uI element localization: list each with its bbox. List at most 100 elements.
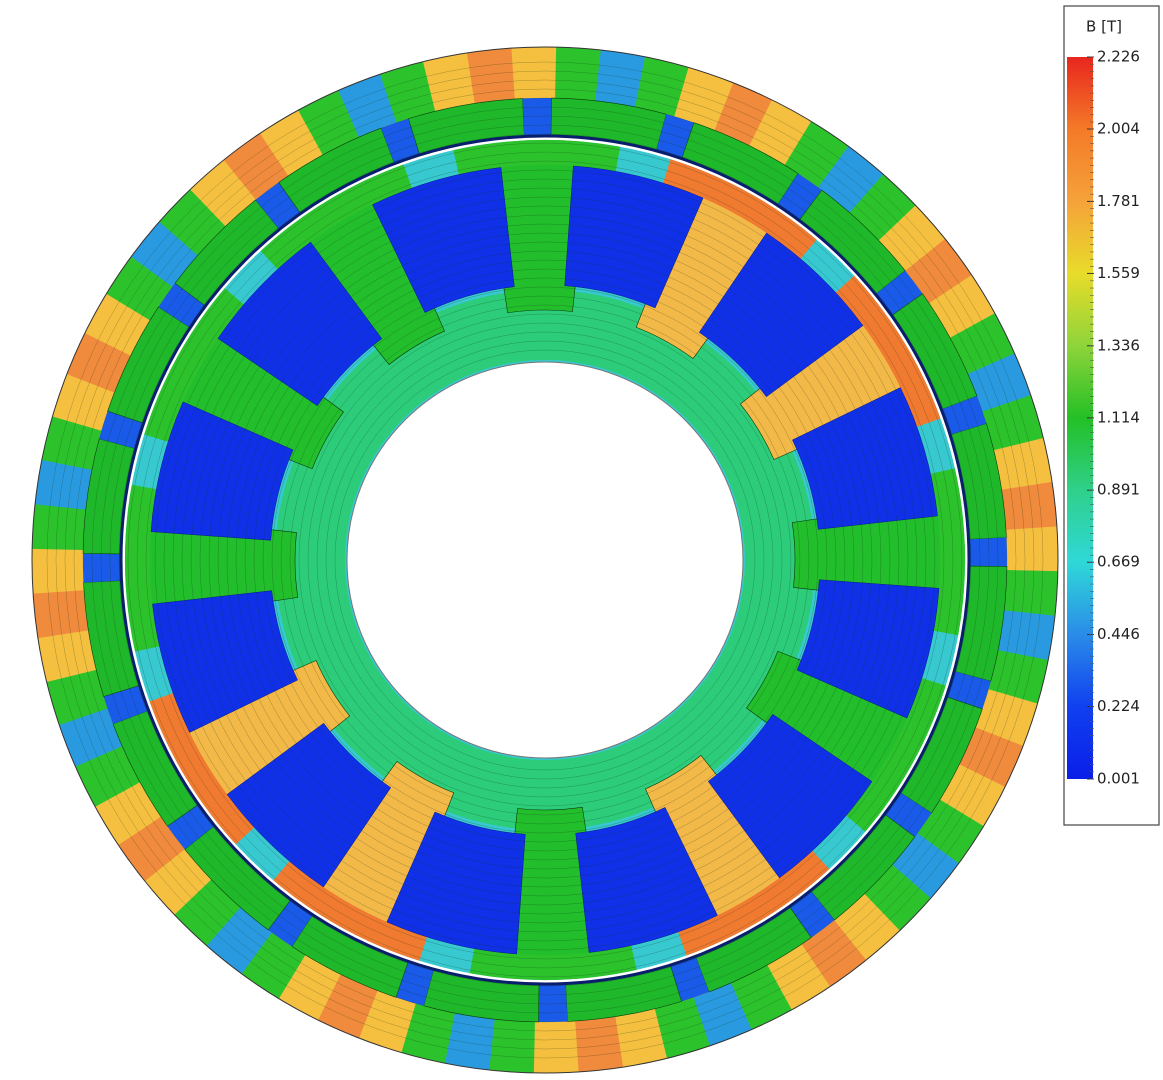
yoke-segment — [143, 847, 212, 915]
magnet-gap — [876, 270, 923, 316]
flux-line — [271, 286, 819, 834]
yoke-segment — [172, 877, 241, 946]
flux-line — [208, 223, 882, 897]
yoke-segment — [905, 238, 973, 306]
slot — [217, 241, 383, 407]
tick-label: 1.114 — [1097, 408, 1140, 426]
yoke-segment — [691, 982, 752, 1047]
yoke-segment — [106, 254, 174, 321]
slot — [386, 811, 526, 955]
flux-line — [316, 331, 774, 789]
slot — [150, 401, 294, 541]
flux-line — [109, 124, 981, 996]
yoke-segment — [58, 706, 123, 767]
flux-line — [262, 277, 828, 843]
yoke-segment — [511, 46, 559, 99]
flux-line — [289, 304, 801, 816]
air-gap — [119, 134, 971, 986]
yoke-segment — [1004, 570, 1058, 619]
yoke-segment — [674, 67, 734, 131]
yoke-segment — [997, 610, 1055, 663]
yoke-segment — [818, 146, 886, 215]
yoke-segment — [423, 52, 477, 112]
magnet-gap — [255, 182, 301, 229]
yoke-segment — [938, 764, 1006, 829]
tooth-tip — [835, 275, 941, 427]
tick-label: 0.891 — [1097, 481, 1140, 499]
flux-line — [154, 169, 936, 951]
flux-line — [91, 106, 999, 1014]
flux-line — [82, 97, 1008, 1023]
magnet-gap — [670, 957, 709, 1002]
yoke-segment — [1001, 481, 1058, 533]
tick-label: 1.559 — [1097, 264, 1140, 282]
flux-line — [217, 232, 873, 888]
magnet-gap — [777, 173, 822, 220]
yoke-segment — [832, 893, 900, 962]
magnet-gap — [158, 283, 205, 328]
tick-label: 1.781 — [1097, 192, 1140, 210]
flux-line — [298, 313, 792, 807]
yoke-segment — [555, 47, 604, 101]
tooth-tip — [144, 288, 244, 442]
flux-line — [100, 115, 990, 1005]
tick-label: 2.004 — [1097, 120, 1140, 138]
flux-line — [334, 349, 756, 771]
magnet-gap — [268, 900, 313, 947]
colorbar-legend: B [T] 2.226 2.004 1.781 1.559 1.336 1.114 0.89… — [1063, 5, 1160, 826]
tooth-tip — [930, 468, 965, 636]
flux-line — [307, 322, 783, 798]
tooth-tip — [663, 159, 817, 259]
slot — [792, 387, 938, 530]
flux-line — [73, 88, 1017, 1032]
flux-line — [199, 214, 891, 906]
magnet-gap — [947, 671, 991, 709]
slot — [796, 579, 940, 719]
magnet-gap — [99, 411, 143, 449]
yoke-segment — [890, 833, 959, 901]
yoke-segment — [380, 61, 438, 123]
magnet-gap — [942, 396, 987, 435]
yoke-segment — [276, 953, 341, 1021]
tick-label: 0.001 — [1097, 770, 1140, 788]
yoke-segment — [159, 187, 228, 256]
flux-line — [181, 196, 909, 924]
yoke-segment — [466, 47, 518, 104]
yoke-segment — [239, 931, 306, 999]
bore — [346, 361, 744, 759]
slot — [152, 590, 298, 733]
yoke-segment — [652, 997, 710, 1059]
magnet-gap — [103, 685, 148, 724]
yoke-segment — [190, 158, 258, 227]
flux-line — [325, 340, 765, 780]
yoke-segment — [987, 650, 1049, 706]
flux-line — [55, 70, 1035, 1050]
yoke-segment — [204, 905, 272, 974]
yoke-segment — [613, 1008, 667, 1068]
magnet-gap — [83, 553, 121, 583]
magnet-gap — [522, 98, 552, 136]
yoke-segment — [399, 1002, 455, 1064]
yoke-segment — [635, 56, 691, 118]
tooth-tip — [846, 678, 946, 832]
yoke-segment — [799, 920, 867, 988]
flux-line — [145, 160, 945, 960]
magnet-gap — [381, 118, 420, 163]
tooth-tip — [469, 945, 637, 980]
tick-label: 0.224 — [1097, 697, 1140, 715]
yoke-segment — [572, 1016, 624, 1073]
magnet-gap — [789, 891, 835, 938]
tooth-tip — [125, 484, 160, 652]
yoke-segment — [223, 132, 291, 200]
flux-line — [127, 142, 963, 978]
yoke-segment — [916, 799, 984, 866]
yoke-segment — [849, 174, 918, 243]
flux-line — [253, 268, 837, 852]
yoke-segment — [35, 457, 93, 510]
flux-line — [280, 295, 810, 825]
slot — [226, 722, 392, 888]
yoke-segment — [32, 587, 89, 639]
yoke-outline — [31, 46, 1059, 1074]
slot — [372, 167, 515, 313]
